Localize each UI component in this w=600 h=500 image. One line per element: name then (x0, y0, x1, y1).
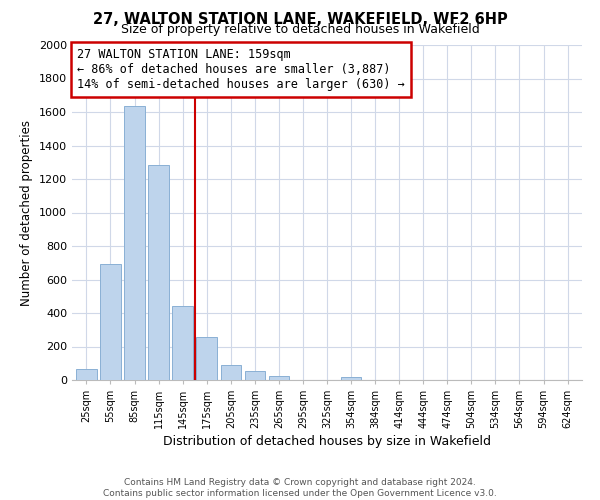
Bar (148, 165, 169, 380)
Bar (221, 365, 241, 380)
Text: 27, WALTON STATION LANE, WAKEFIELD, WF2 6HP: 27, WALTON STATION LANE, WAKEFIELD, WF2 … (92, 12, 508, 28)
Bar (269, 376, 289, 380)
Bar (245, 372, 265, 380)
Text: 27 WALTON STATION LANE: 159sqm
← 86% of detached houses are smaller (3,887)
14% : 27 WALTON STATION LANE: 159sqm ← 86% of … (77, 48, 405, 92)
Bar (196, 338, 217, 380)
Bar (124, 106, 145, 380)
Bar (172, 306, 193, 380)
Bar (100, 264, 121, 380)
X-axis label: Distribution of detached houses by size in Wakefield: Distribution of detached houses by size … (163, 436, 491, 448)
Text: Size of property relative to detached houses in Wakefield: Size of property relative to detached ho… (121, 22, 479, 36)
Y-axis label: Number of detached properties: Number of detached properties (20, 120, 34, 306)
Bar (76, 369, 97, 380)
Bar (341, 378, 361, 380)
Text: Contains HM Land Registry data © Crown copyright and database right 2024.
Contai: Contains HM Land Registry data © Crown c… (103, 478, 497, 498)
